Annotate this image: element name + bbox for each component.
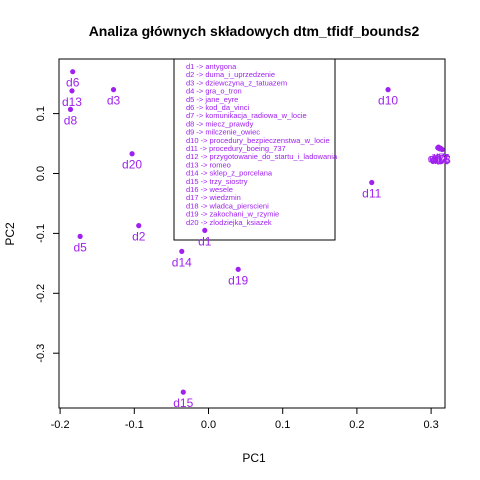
data-point-d13 <box>69 88 75 94</box>
legend-entry: d20 -> zlodziejka_ksiazek <box>186 218 272 227</box>
point-label-d4: d4 <box>436 154 450 168</box>
point-label-d6: d6 <box>66 76 80 90</box>
legend-entry: d16 -> wesele <box>186 185 233 194</box>
legend-entry: d18 -> wladca_pierscieni <box>186 201 269 210</box>
point-label-d11: d11 <box>362 186 381 200</box>
data-point-d20 <box>129 151 135 157</box>
legend-entry: d6 -> kod_da_vinci <box>186 103 250 112</box>
point-label-d13: d13 <box>62 95 82 109</box>
y-tick-label: 0.0 <box>35 166 47 181</box>
legend-entry: d10 -> procedury_bezpieczenstwa_w_locie <box>186 136 330 145</box>
legend-entry: d14 -> sklep_z_porcelana <box>186 169 273 178</box>
data-point-d18 <box>438 145 444 151</box>
data-point-d2 <box>136 223 142 229</box>
data-point-d1 <box>202 227 208 234</box>
point-label-d10: d10 <box>378 94 398 108</box>
data-point-d14 <box>179 248 185 254</box>
legend-entry: d7 -> komunikacja_radiowa_w_locie <box>186 111 307 120</box>
data-point-d10 <box>385 87 391 93</box>
x-tick-label: -0.1 <box>125 419 144 431</box>
point-label-d19: d19 <box>228 273 248 287</box>
y-tick-label: -0.1 <box>35 224 47 243</box>
legend-entry: d2 -> duma_i_uprzedzenie <box>186 70 275 79</box>
point-label-d12: d12 <box>428 152 448 166</box>
data-point-d6 <box>70 69 76 75</box>
x-axis-label: PC1 <box>242 451 266 465</box>
point-label-d16: d16 <box>430 153 450 167</box>
point-label-d7: d7 <box>432 151 446 165</box>
legend-entry: d19 -> zakochani_w_rzymie <box>186 210 279 219</box>
data-point-d15 <box>180 389 186 395</box>
point-label-d1: d1 <box>198 234 212 248</box>
point-label-d15: d15 <box>173 396 193 410</box>
legend-entry: d17 -> wiedzmin <box>186 193 241 202</box>
data-points <box>67 69 445 395</box>
legend-entry: d3 -> dziewczyna_z_tatuazem <box>186 78 287 87</box>
legend-entry: d9 -> milczenie_owiec <box>186 128 260 137</box>
data-point-d5 <box>77 233 83 239</box>
point-label-d14: d14 <box>172 255 192 269</box>
legend-entry: d4 -> gra_o_tron <box>186 87 242 96</box>
legend-entry: d11 -> procedury_boeing_737 <box>186 144 286 153</box>
point-label-d2: d2 <box>132 230 146 244</box>
data-point-d8 <box>67 106 74 113</box>
point-label-d17: d17 <box>429 152 449 166</box>
legend-entry: d8 -> miecz_prawdy <box>186 119 254 128</box>
y-tick-label: 0.1 <box>35 106 47 121</box>
legend-box <box>173 58 336 241</box>
legend-entry: d13 -> romeo <box>186 160 231 169</box>
point-labels: d1d2d3d4d5d6d7d8d9d10d11d12d13d14d15d16d… <box>62 76 451 410</box>
legend-entry: d1 -> antygona <box>186 62 237 71</box>
y-tick-label: -0.3 <box>35 344 47 363</box>
point-label-d8: d8 <box>64 113 78 127</box>
chart-title: Analiza głównych składowych dtm_tfidf_bo… <box>89 23 420 39</box>
y-tick-label: -0.2 <box>35 284 47 303</box>
point-label-d9: d9 <box>432 152 446 166</box>
point-label-d18: d18 <box>431 152 451 166</box>
data-point-d11 <box>369 179 375 186</box>
legend-entry: d15 -> trzy_siostry <box>186 177 248 186</box>
y-axis-label: PC2 <box>3 222 17 246</box>
data-point-d19 <box>235 266 241 272</box>
x-axis: -0.2 -0.1 0.0 0.1 0.2 0.3 <box>51 408 439 431</box>
x-tick-label: 0.3 <box>423 419 438 431</box>
legend-entry: d5 -> jane_eyre <box>186 95 238 104</box>
y-axis: -0.3 -0.2 -0.1 0.0 0.1 <box>35 106 59 363</box>
point-label-d3: d3 <box>107 94 121 108</box>
point-label-d20: d20 <box>122 158 142 172</box>
data-point-d3 <box>110 87 117 93</box>
x-tick-label: 0.2 <box>349 419 364 431</box>
legend-entry: d12 -> przygotowanie_do_startu_i_ladowan… <box>186 152 338 161</box>
x-tick-label: 0.0 <box>201 419 216 431</box>
x-tick-label: -0.2 <box>51 419 70 431</box>
x-tick-label: 0.1 <box>275 419 290 431</box>
point-label-d5: d5 <box>73 240 87 254</box>
